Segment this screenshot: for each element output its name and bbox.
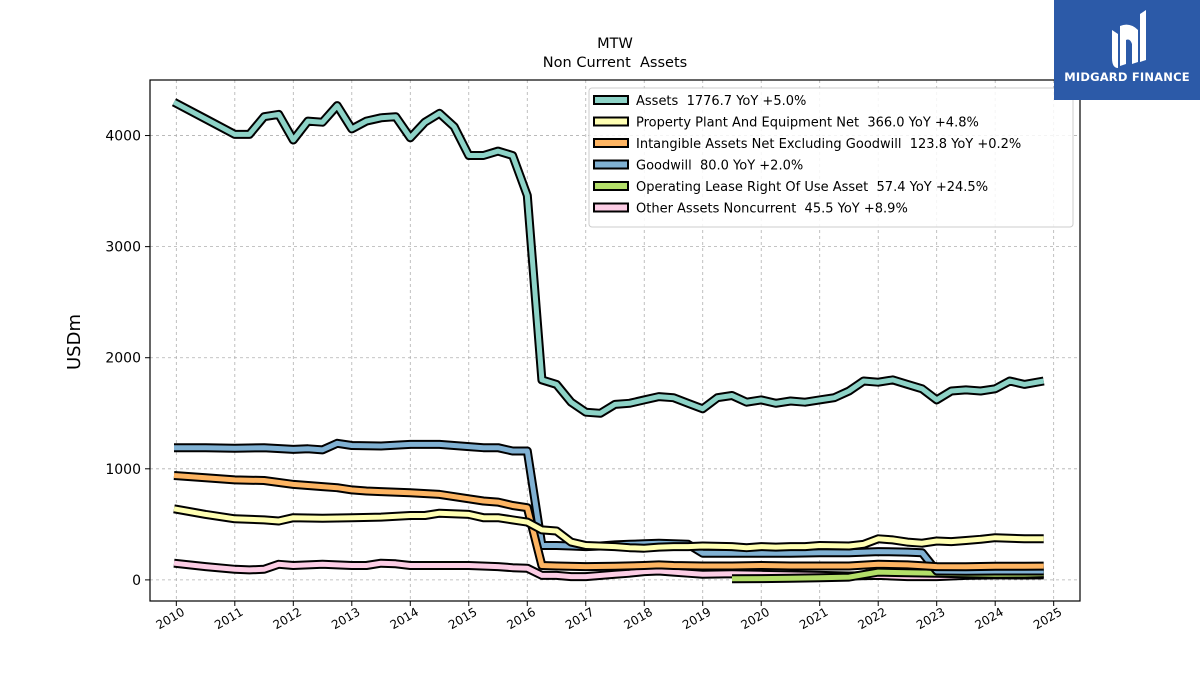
legend-swatch <box>593 95 629 105</box>
x-tick-label: 2016 <box>505 605 538 632</box>
x-tick-label: 2019 <box>680 605 713 632</box>
logo-mark-icon <box>1112 10 1146 68</box>
series-line <box>174 440 1044 574</box>
x-tick-label: 2015 <box>446 605 479 632</box>
legend-entry-label: Goodwill 80.0 YoY +2.0% <box>636 159 803 174</box>
x-tick-label: 2023 <box>914 605 947 632</box>
series-line <box>173 506 1044 551</box>
x-tick-label: 2025 <box>1031 605 1064 632</box>
x-tick-label: 2022 <box>855 605 888 632</box>
x-tick-label: 2013 <box>329 605 362 632</box>
chart-title: MTW <box>597 36 633 52</box>
x-tick-label: 2011 <box>212 605 245 632</box>
series-3 <box>174 438 1044 576</box>
series-1 <box>173 504 1044 553</box>
legend-entry-label: Intangible Assets Net Excluding Goodwill… <box>636 137 1021 152</box>
chart-subtitle: Non Current Assets <box>543 55 687 71</box>
legend-entry-label: Operating Lease Right Of Use Asset 57.4 … <box>636 180 988 195</box>
legend-swatch <box>593 159 629 170</box>
legend-swatch <box>593 181 629 191</box>
series-lines <box>171 98 1045 584</box>
y-axis-label: USDm <box>64 314 85 370</box>
legend-swatch <box>593 116 629 127</box>
x-tick-label: 2020 <box>738 605 771 632</box>
series-line <box>173 473 1044 570</box>
x-tick-label: 2018 <box>622 605 655 632</box>
y-tick-label: 2000 <box>105 351 141 367</box>
y-tick-label: 4000 <box>105 129 141 145</box>
x-tick-label: 2012 <box>271 605 304 632</box>
x-tick-label: 2014 <box>388 605 421 632</box>
x-tick-label: 2021 <box>797 605 830 632</box>
legend-entry-label: Assets 1776.7 YoY +5.0% <box>636 94 806 109</box>
series-0 <box>171 98 1045 418</box>
legend: Assets 1776.7 YoY +5.0% Property Plant An… <box>588 87 1074 228</box>
midgard-finance-logo: MIDGARD FINANCE <box>1054 0 1200 100</box>
y-tick-label: 0 <box>132 573 141 589</box>
legend-entry-label: Property Plant And Equipment Net 366.0 Y… <box>636 116 979 131</box>
legend-box <box>588 87 1074 228</box>
plot-area-frame <box>149 79 1081 602</box>
logo-brand-text: MIDGARD FINANCE <box>1064 70 1190 84</box>
x-tick-label: 2010 <box>154 605 187 632</box>
series-line <box>172 99 1045 416</box>
legend-swatch <box>593 202 629 213</box>
x-tick-label: 2017 <box>563 605 596 632</box>
y-tick-label: 3000 <box>105 240 141 256</box>
legend-swatch <box>593 138 629 148</box>
legend-entry-label: Other Assets Noncurrent 45.5 YoY +8.9% <box>636 202 908 217</box>
y-tick-label: 1000 <box>105 462 141 478</box>
x-tick-label: 2024 <box>972 605 1005 632</box>
series-2 <box>173 471 1044 572</box>
